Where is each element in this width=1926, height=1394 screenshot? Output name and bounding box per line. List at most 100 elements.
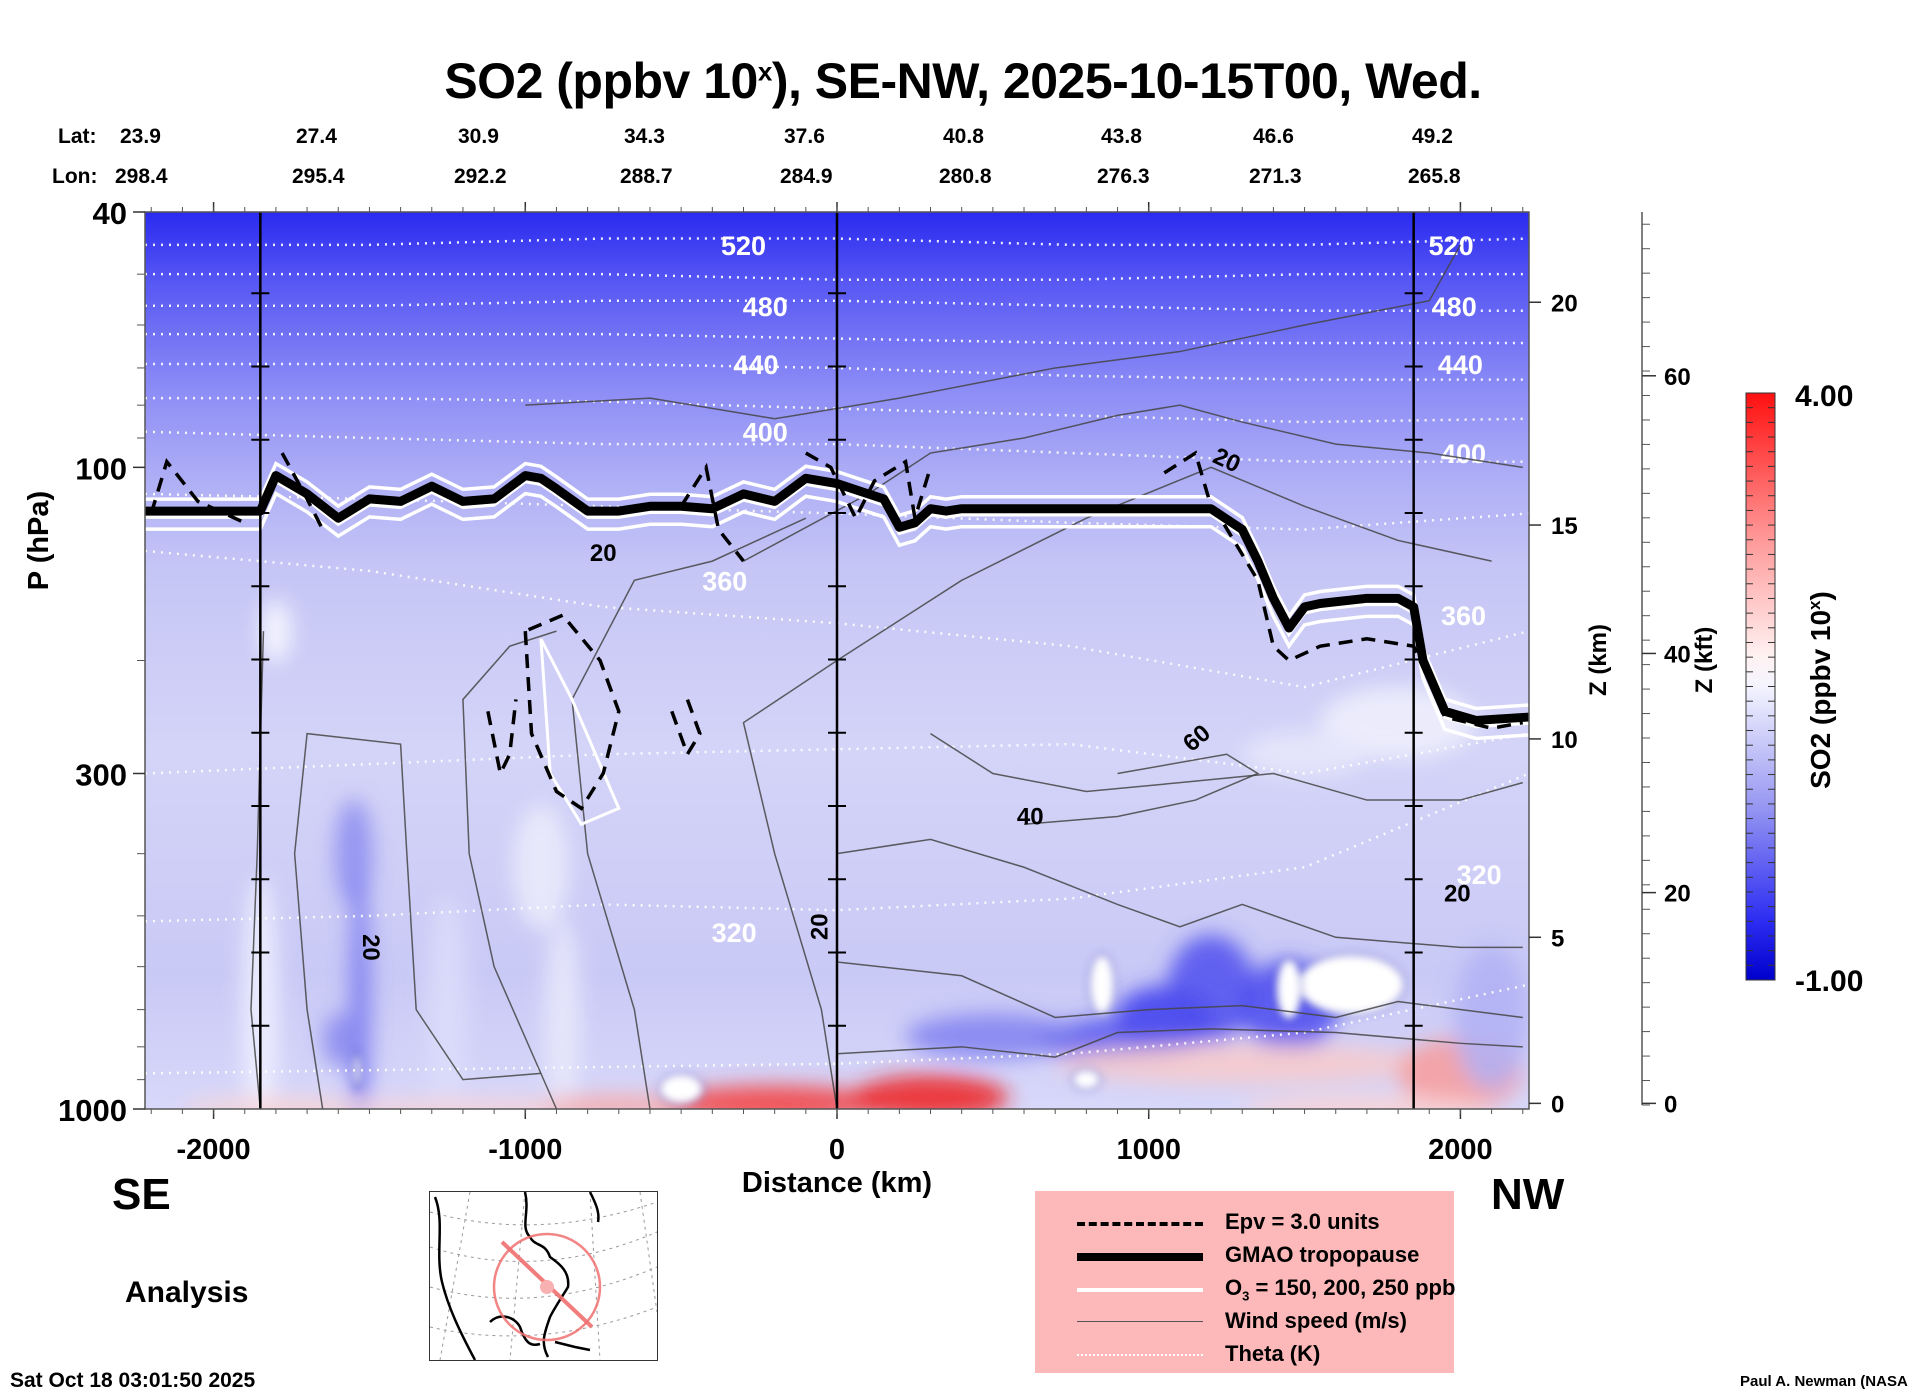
so2-blob: [260, 599, 292, 663]
colorbar-min-label: -1.00: [1795, 965, 1863, 998]
so2-blob: [1242, 731, 1367, 777]
theta-contour: [145, 237, 1529, 247]
theta-contour: [145, 732, 1529, 775]
so2-saturated-region: [1088, 953, 1116, 1016]
legend-item-tropopause: GMAO tropopause: [1035, 1240, 1454, 1272]
wind-speed-label: 20: [357, 934, 384, 961]
map-graticule: [430, 1192, 657, 1360]
legend-swatch-dashed: [1077, 1222, 1203, 1226]
theta-label: 480: [1432, 292, 1477, 322]
lat-value: 43.8: [1101, 125, 1142, 148]
theta-label: 440: [1438, 350, 1483, 380]
lat-value: 34.3: [624, 125, 665, 148]
chart-title: SO2 (ppbv 10x), SE-NW, 2025-10-15T00, We…: [444, 53, 1482, 109]
lat-value: 30.9: [458, 125, 499, 148]
zkft-tick-label: 0: [1664, 1091, 1677, 1118]
colorbar-label: SO2 (ppbv 10x): [1805, 591, 1836, 789]
wind-speed-contour: [743, 404, 1523, 562]
x-tick-label: -1000: [488, 1134, 562, 1166]
theta-label: 400: [1441, 439, 1486, 469]
lon-value: 292.2: [454, 165, 507, 188]
timestamp: Sat Oct 18 03:01:50 2025: [10, 1369, 256, 1392]
wind-speed-contour: [742, 466, 1492, 1109]
lat-value: 40.8: [943, 125, 984, 148]
zkm-tick-label: 10: [1551, 727, 1578, 754]
so2-blob: [1242, 1095, 1492, 1109]
lon-value: 284.9: [780, 165, 833, 188]
legend: Epv = 3.0 units GMAO tropopause O3 = 150…: [1035, 1191, 1456, 1373]
locator-map: [429, 1191, 658, 1361]
lat-value: 49.2: [1412, 125, 1453, 148]
zkm-tick-label: 5: [1551, 925, 1564, 952]
theta-label: 320: [712, 918, 757, 948]
so2-blob: [335, 799, 373, 908]
theta-label: 520: [1429, 231, 1474, 261]
ozone-contour: [539, 638, 621, 827]
wind-speed-contour: [836, 838, 1523, 949]
epv-contour: [486, 699, 518, 779]
theta-label: 360: [1441, 601, 1486, 631]
zkm-tick-label: 20: [1551, 290, 1578, 317]
so2-blob: [1454, 945, 1529, 1090]
lat-value: 27.4: [296, 125, 337, 148]
legend-label: O3 = 150, 200, 250 ppb: [1225, 1275, 1456, 1304]
legend-label: GMAO tropopause: [1225, 1242, 1420, 1267]
wind-speed-label: 20: [1444, 881, 1471, 908]
so2-blob: [1055, 1043, 1430, 1084]
wind-speed-contour: [836, 961, 1523, 1019]
legend-swatch-white: [1077, 1288, 1203, 1292]
legend-swatch-thin: [1077, 1321, 1203, 1322]
ozone-contour: [145, 491, 1529, 741]
zkft-tick-label: 40: [1664, 641, 1691, 668]
zkft-tick-label: 60: [1664, 364, 1691, 391]
theta-label: 400: [743, 418, 788, 448]
legend-label: Theta (K): [1225, 1341, 1321, 1366]
so2-saturated-region: [1275, 957, 1303, 1020]
lon-label: Lon:: [52, 165, 98, 188]
epv-contour: [523, 613, 621, 811]
so2-blob: [1167, 934, 1255, 1043]
zkm-axis-label: Z (km): [1585, 624, 1612, 696]
y-tick-label: 40: [93, 196, 127, 231]
lon-value: 298.4: [115, 165, 168, 188]
x-axis-label: Distance (km): [742, 1167, 932, 1199]
legend-item-ozone: O3 = 150, 200, 250 ppb: [1035, 1273, 1456, 1305]
theta-label: 360: [702, 566, 747, 596]
legend-swatch-dotted: [1077, 1354, 1203, 1356]
theta-contour: [145, 396, 1529, 424]
so2-blob: [665, 1085, 884, 1109]
tropopause-line: [145, 471, 1529, 725]
x-tick-label: 0: [829, 1134, 845, 1166]
so2-blob: [425, 892, 470, 1109]
theta-label: 320: [1457, 860, 1502, 890]
so2-blob: [1320, 686, 1477, 759]
lon-value: 271.3: [1249, 165, 1302, 188]
wind-speed-contour: [930, 732, 1523, 801]
lat-value: 46.6: [1253, 125, 1294, 148]
x-tick-label: 2000: [1428, 1134, 1493, 1166]
theta-contour: [145, 430, 1529, 463]
so2-blob: [322, 1012, 354, 1067]
theta-contour: [145, 299, 1529, 312]
so2-saturated-region: [1297, 953, 1406, 1016]
legend-item-theta: Theta (K): [1035, 1339, 1454, 1371]
x-tick-label: 1000: [1116, 1134, 1181, 1166]
legend-swatch-thick: [1077, 1253, 1203, 1261]
wind-speed-label: 20: [590, 540, 617, 567]
lon-value: 295.4: [292, 165, 345, 188]
lon-value: 265.8: [1408, 165, 1461, 188]
zkm-tick-label: 0: [1551, 1091, 1564, 1118]
ozone-contour: [145, 461, 1529, 711]
x-tick-label: -2000: [176, 1134, 250, 1166]
so2-blob: [852, 1075, 1009, 1109]
colorbar-max-label: 4.00: [1795, 380, 1853, 413]
zkft-tick-label: 20: [1664, 881, 1691, 908]
wind-speed-label: 40: [1017, 803, 1044, 830]
so2-blob: [349, 874, 371, 1109]
lat-value: 23.9: [120, 125, 161, 148]
wind-speed-contour: [462, 630, 558, 1109]
epv-contour: [670, 698, 702, 759]
so2-blob: [540, 1094, 697, 1109]
so2-blob: [543, 918, 582, 1109]
